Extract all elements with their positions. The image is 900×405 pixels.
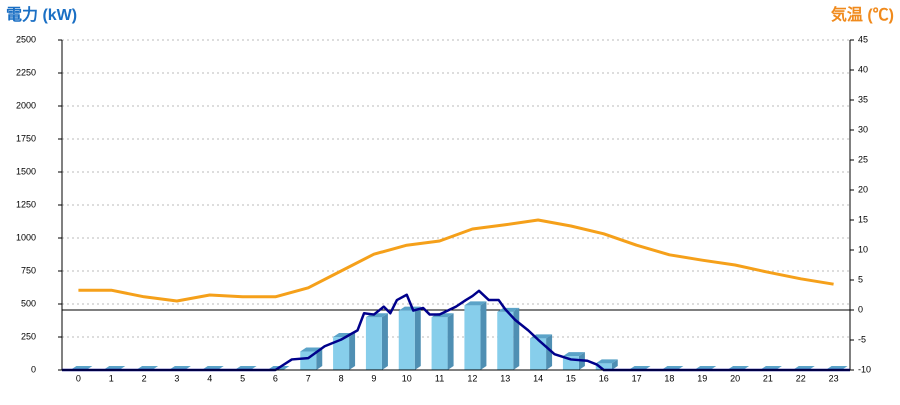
x-tick-label: 10 — [402, 373, 412, 383]
bar — [530, 338, 547, 370]
x-tick-label: 22 — [796, 373, 806, 383]
y-tick-label: 1000 — [16, 232, 36, 242]
x-tick-label: 11 — [435, 373, 444, 383]
bar-side — [447, 313, 454, 370]
y2-tick-label: 10 — [858, 244, 868, 254]
y2-tick-label: 40 — [858, 64, 868, 74]
x-tick-label: 16 — [599, 373, 609, 383]
bar-side — [349, 333, 356, 370]
bar-top — [497, 307, 520, 312]
x-tick-label: 19 — [697, 373, 707, 383]
x-tick-label: 20 — [730, 373, 740, 383]
bar — [365, 317, 382, 370]
bar — [333, 337, 350, 370]
x-tick-label: 13 — [500, 373, 510, 383]
y2-tick-label: 0 — [858, 304, 863, 314]
x-tick-label: 2 — [142, 373, 147, 383]
y-tick-label: 1500 — [16, 166, 36, 176]
x-tick-label: 8 — [339, 373, 344, 383]
x-tick-label: 18 — [664, 373, 674, 383]
bar-side — [611, 359, 618, 370]
y2-tick-label: 30 — [858, 124, 868, 134]
y-tick-label: 1750 — [16, 133, 36, 143]
y-tick-label: 500 — [21, 298, 36, 308]
x-tick-label: 14 — [533, 373, 543, 383]
y2-tick-label: 15 — [858, 214, 868, 224]
y-tick-label: 2500 — [16, 34, 36, 44]
y2-tick-label: 35 — [858, 94, 868, 104]
y2-tick-label: 20 — [858, 184, 868, 194]
bar-top — [562, 352, 585, 357]
x-tick-label: 1 — [109, 373, 114, 383]
x-tick-label: 9 — [371, 373, 376, 383]
bar-side — [546, 334, 553, 370]
y2-tick-label: 45 — [858, 34, 868, 44]
y-axis-title: 電力 (kW) — [6, 5, 77, 24]
x-tick-label: 4 — [207, 373, 212, 383]
y-tick-label: 2000 — [16, 100, 36, 110]
x-tick-label: 17 — [632, 373, 642, 383]
bar-side — [381, 313, 388, 370]
y2-tick-label: -5 — [858, 334, 866, 344]
x-tick-label: 3 — [174, 373, 179, 383]
bar-side — [316, 347, 323, 370]
x-tick-label: 23 — [829, 373, 839, 383]
bar — [497, 311, 514, 370]
x-tick-label: 7 — [306, 373, 311, 383]
x-tick-label: 0 — [76, 373, 81, 383]
bar — [464, 305, 481, 370]
bar-top — [595, 359, 618, 364]
bar — [595, 363, 612, 370]
x-tick-label: 12 — [467, 373, 477, 383]
bar — [398, 310, 415, 370]
y-tick-label: 2250 — [16, 67, 36, 77]
y-tick-label: 250 — [21, 331, 36, 341]
y-tick-label: 0 — [31, 364, 36, 374]
line — [78, 218, 834, 303]
x-tick-label: 15 — [566, 373, 576, 383]
y-tick-label: 1250 — [16, 199, 36, 209]
bar-top — [464, 301, 487, 306]
bar — [431, 317, 448, 370]
bar-side — [414, 306, 421, 370]
x-tick-label: 6 — [273, 373, 278, 383]
line — [62, 289, 850, 372]
bar-side — [480, 301, 487, 370]
y2-axis-title: 気温 (℃) — [831, 5, 894, 24]
y-tick-label: 750 — [21, 265, 36, 275]
x-tick-label: 21 — [763, 373, 773, 383]
y2-tick-label: 25 — [858, 154, 868, 164]
y2-tick-label: -10 — [858, 364, 871, 374]
x-tick-label: 5 — [240, 373, 245, 383]
y2-tick-label: 5 — [858, 274, 863, 284]
